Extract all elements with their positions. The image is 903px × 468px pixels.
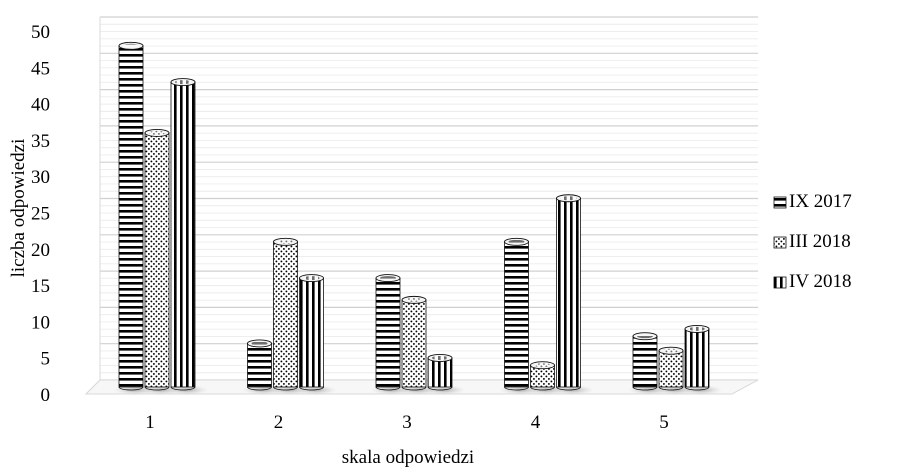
bar-cap-inner: [534, 363, 551, 368]
x-tick-label: 4: [531, 412, 541, 433]
bar: [165, 78, 209, 395]
bar-body: [144, 132, 170, 388]
bar-cap-inner: [251, 341, 268, 346]
bars: [113, 41, 723, 395]
legend: IX 2017 III 2018 IV 2018: [773, 191, 852, 292]
bar-cap-inner: [149, 130, 165, 135]
legend-swatch: [773, 236, 787, 249]
bar-body: [684, 328, 710, 388]
bar-cap-inner: [432, 355, 448, 360]
y-tick-label: 40: [31, 95, 50, 116]
bar-body: [118, 45, 144, 388]
legend-item: IV 2018: [773, 271, 851, 292]
y-tick-label: 5: [41, 349, 51, 370]
y-tick-label: 10: [31, 312, 50, 333]
bar-body: [375, 277, 401, 388]
bar: [550, 194, 595, 395]
bar: [396, 295, 440, 395]
bar-body: [247, 343, 272, 388]
bar-body: [273, 241, 298, 388]
bar-cap-inner: [637, 334, 653, 339]
bar-cap-inner: [175, 80, 191, 85]
y-tick-label: 25: [31, 204, 50, 225]
bar-body: [504, 241, 529, 388]
bar-base: [684, 386, 710, 391]
bar-body: [632, 335, 658, 388]
legend-label: III 2018: [789, 231, 851, 252]
bar-body: [427, 357, 453, 388]
bar-cap-inner: [303, 276, 320, 281]
legend-item: III 2018: [773, 231, 851, 252]
y-tick-label: 15: [31, 276, 50, 297]
x-tick-label: 2: [274, 412, 284, 433]
x-tick-label: 3: [402, 412, 412, 433]
y-tick-label: 50: [31, 22, 50, 43]
bar-body: [401, 299, 427, 388]
bar-body: [299, 277, 324, 388]
x-axis: 1 2 3 4 5: [145, 412, 669, 433]
bar-body: [170, 81, 196, 388]
bar-cap-inner: [508, 239, 525, 244]
x-tick-label: 1: [145, 412, 155, 433]
bar-base: [427, 386, 453, 391]
bar-cap-inner: [560, 196, 577, 201]
bar-cap-inner: [689, 326, 705, 331]
y-tick-label: 20: [31, 240, 50, 261]
bar: [679, 324, 723, 395]
legend-label: IV 2018: [789, 271, 851, 292]
y-axis: 0 5 10 15 20 25 30 35 40 45 50: [31, 22, 50, 406]
legend-label: IX 2017: [789, 191, 852, 212]
bar-base: [299, 386, 324, 391]
bar-cap-inner: [380, 276, 396, 281]
bar-body: [658, 350, 684, 388]
legend-swatch: [773, 196, 787, 209]
bar: [113, 41, 157, 395]
y-tick-label: 0: [41, 385, 51, 406]
y-tick-label: 45: [31, 58, 50, 79]
y-tick-label: 35: [31, 131, 50, 152]
x-tick-label: 5: [659, 412, 669, 433]
bar: [422, 354, 466, 395]
bar-cap-inner: [123, 43, 139, 48]
bar: [293, 274, 338, 395]
legend-item: IX 2017: [773, 191, 852, 212]
bar-cap-inner: [663, 348, 679, 353]
y-tick-label: 30: [31, 167, 50, 188]
legend-swatch: [773, 276, 787, 289]
x-axis-title: skala odpowiedzi: [342, 447, 474, 468]
bar-base: [556, 386, 581, 391]
bar: [370, 274, 414, 395]
bar-body: [556, 197, 581, 388]
bar-base: [170, 386, 196, 391]
bar-cap-inner: [277, 239, 294, 244]
bar-cap-inner: [406, 297, 422, 302]
gridlines: [85, 16, 758, 395]
y-axis-title: liczba odpowiedzi: [8, 139, 29, 278]
